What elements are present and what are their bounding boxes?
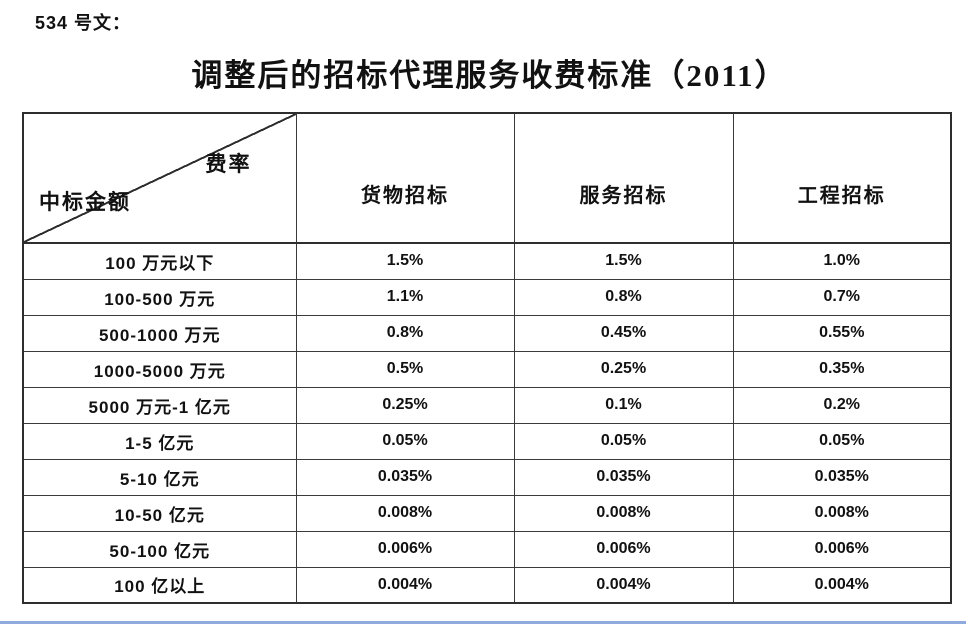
rate-cell-engineering: 0.05% (732, 422, 952, 460)
row-amount-label: 1-5 亿元 (22, 422, 297, 460)
rate-cell-engineering: 0.55% (732, 314, 952, 352)
row-amount-label: 1000-5000 万元 (22, 350, 297, 388)
row-amount-label: 5000 万元-1 亿元 (22, 386, 297, 424)
rate-cell-goods: 0.5% (295, 350, 515, 388)
table-row: 50-100 亿元 0.006% 0.006% 0.006% (22, 530, 952, 568)
rate-cell-engineering: 0.7% (732, 278, 952, 316)
page-title: 调整后的招标代理服务收费标准（2011） (191, 58, 788, 93)
rate-cell-goods: 1.5% (295, 242, 515, 280)
rate-cell-services: 0.8% (513, 278, 734, 316)
fee-standard-table: 费率 中标金额 货物招标 服务招标 工程招标 100 万元以下 1.5% 1.5… (22, 112, 952, 604)
row-amount-label: 100 万元以下 (22, 242, 297, 280)
table-row: 1-5 亿元 0.05% 0.05% 0.05% (22, 422, 952, 460)
rate-cell-services: 0.035% (513, 458, 734, 496)
row-amount-label: 500-1000 万元 (22, 314, 297, 352)
corner-header-cell: 费率 中标金额 (22, 112, 297, 244)
rate-cell-goods: 0.25% (295, 386, 515, 424)
table-row: 1000-5000 万元 0.5% 0.25% 0.35% (22, 350, 952, 388)
table-row: 100-500 万元 1.1% 0.8% 0.7% (22, 278, 952, 316)
column-header-goods: 货物招标 (295, 112, 515, 244)
table-row: 100 亿以上 0.004% 0.004% 0.004% (22, 566, 952, 604)
rate-cell-services: 0.05% (513, 422, 734, 460)
header-row: 费率 中标金额 货物招标 服务招标 工程招标 (22, 112, 952, 244)
rate-cell-goods: 0.006% (295, 530, 515, 568)
row-amount-label: 10-50 亿元 (22, 494, 297, 532)
rate-cell-goods: 0.008% (295, 494, 515, 532)
rate-cell-goods: 0.004% (295, 566, 515, 604)
rate-cell-services: 0.1% (513, 386, 734, 424)
rate-cell-goods: 0.05% (295, 422, 515, 460)
rate-cell-services: 0.006% (513, 530, 734, 568)
rate-cell-goods: 1.1% (295, 278, 515, 316)
doc-number-label: 534 号文： (35, 13, 132, 33)
column-header-services: 服务招标 (513, 112, 734, 244)
rate-cell-services: 1.5% (513, 242, 734, 280)
column-header-engineering: 工程招标 (732, 112, 952, 244)
rate-cell-engineering: 1.0% (732, 242, 952, 280)
rate-cell-services: 0.004% (513, 566, 734, 604)
table-row: 500-1000 万元 0.8% 0.45% 0.55% (22, 314, 952, 352)
rate-cell-goods: 0.035% (295, 458, 515, 496)
rate-cell-engineering: 0.2% (732, 386, 952, 424)
rate-cell-engineering: 0.008% (732, 494, 952, 532)
rate-cell-goods: 0.8% (295, 314, 515, 352)
row-amount-label: 5-10 亿元 (22, 458, 297, 496)
rate-cell-engineering: 0.035% (732, 458, 952, 496)
bottom-divider-rule (0, 621, 966, 624)
rate-cell-services: 0.008% (513, 494, 734, 532)
row-amount-label: 100 亿以上 (22, 566, 297, 604)
rate-cell-engineering: 0.006% (732, 530, 952, 568)
table-row: 100 万元以下 1.5% 1.5% 1.0% (22, 242, 952, 280)
diagonal-split-cell: 费率 中标金额 (24, 114, 296, 242)
rate-cell-engineering: 0.35% (732, 350, 952, 388)
corner-label-amount: 中标金额 (39, 190, 131, 214)
table-body: 100 万元以下 1.5% 1.5% 1.0% 100-500 万元 1.1% … (22, 242, 952, 604)
row-amount-label: 100-500 万元 (22, 278, 297, 316)
table-row: 5-10 亿元 0.035% 0.035% 0.035% (22, 458, 952, 496)
corner-label-rate: 费率 (205, 152, 252, 176)
rate-cell-services: 0.45% (513, 314, 734, 352)
row-amount-label: 50-100 亿元 (22, 530, 297, 568)
table-row: 5000 万元-1 亿元 0.25% 0.1% 0.2% (22, 386, 952, 424)
rate-cell-engineering: 0.004% (732, 566, 952, 604)
rate-cell-services: 0.25% (513, 350, 734, 388)
table-row: 10-50 亿元 0.008% 0.008% 0.008% (22, 494, 952, 532)
